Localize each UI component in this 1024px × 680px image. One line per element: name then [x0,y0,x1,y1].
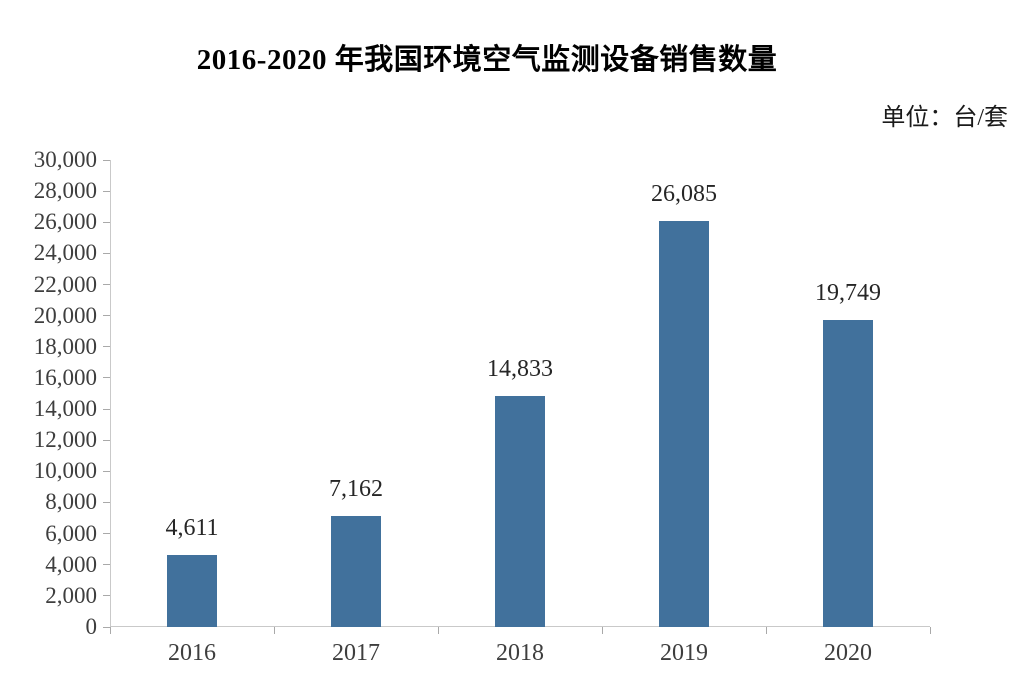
y-tick-label: 14,000 [33,396,97,422]
x-tick [601,627,603,634]
y-tick-label: 4,000 [45,551,97,577]
y-tick-label: 0 [85,614,98,639]
x-category-label: 2020 [824,640,872,666]
bar-value-label: 7,162 [329,475,383,502]
y-tick [103,564,110,566]
y-tick-label: 12,000 [33,427,97,453]
x-tick [109,627,111,634]
x-tick [929,627,931,634]
bar-value-label: 26,085 [651,180,717,207]
y-tick [103,346,110,348]
y-tick [103,470,110,472]
bar-value-label: 4,611 [165,515,219,542]
y-tick [103,221,110,223]
y-tick [103,284,110,286]
y-tick [103,501,110,503]
y-tick [103,315,110,317]
bar [167,555,217,627]
y-tick-label: 16,000 [33,364,97,390]
y-axis-line [110,160,111,627]
y-tick-label: 6,000 [45,520,97,546]
y-tick-label: 10,000 [33,458,97,484]
y-tick-label: 22,000 [33,271,97,297]
bar [659,220,709,627]
chart-title: 2016-2020 年我国环境空气监测设备销售数量 [196,44,778,76]
y-tick [103,626,110,628]
y-tick [103,190,110,192]
y-tick-label: 18,000 [33,333,97,359]
y-tick-label: 30,000 [33,147,97,172]
y-tick-label: 8,000 [45,489,97,515]
y-tick [103,408,110,410]
y-tick [103,377,110,379]
y-tick-label: 20,000 [33,302,97,328]
x-tick [273,627,275,634]
x-category-label: 2016 [168,640,216,666]
bar [823,319,873,627]
bar-value-label: 14,833 [487,356,553,383]
x-tick [765,627,767,634]
x-category-label: 2017 [332,640,380,666]
unit-label: 单位：台/套 [881,105,1008,131]
bar [331,515,381,627]
x-tick [437,627,439,634]
y-tick-label: 28,000 [33,178,97,204]
x-category-label: 2019 [660,640,708,666]
y-tick-label: 24,000 [33,240,97,266]
plot-area: 0 2,000 4,000 6,000 8,000 10,000 12,000 14,000 1… [34,147,931,666]
y-tick [103,533,110,535]
y-tick [103,159,110,161]
y-tick [103,252,110,254]
x-category-label: 2018 [496,640,544,666]
y-tick [103,595,110,597]
y-tick-label: 2,000 [45,582,97,608]
y-tick [103,439,110,441]
bar [495,396,545,627]
bar-value-label: 19,749 [815,279,881,306]
y-tick-label: 26,000 [33,209,97,235]
